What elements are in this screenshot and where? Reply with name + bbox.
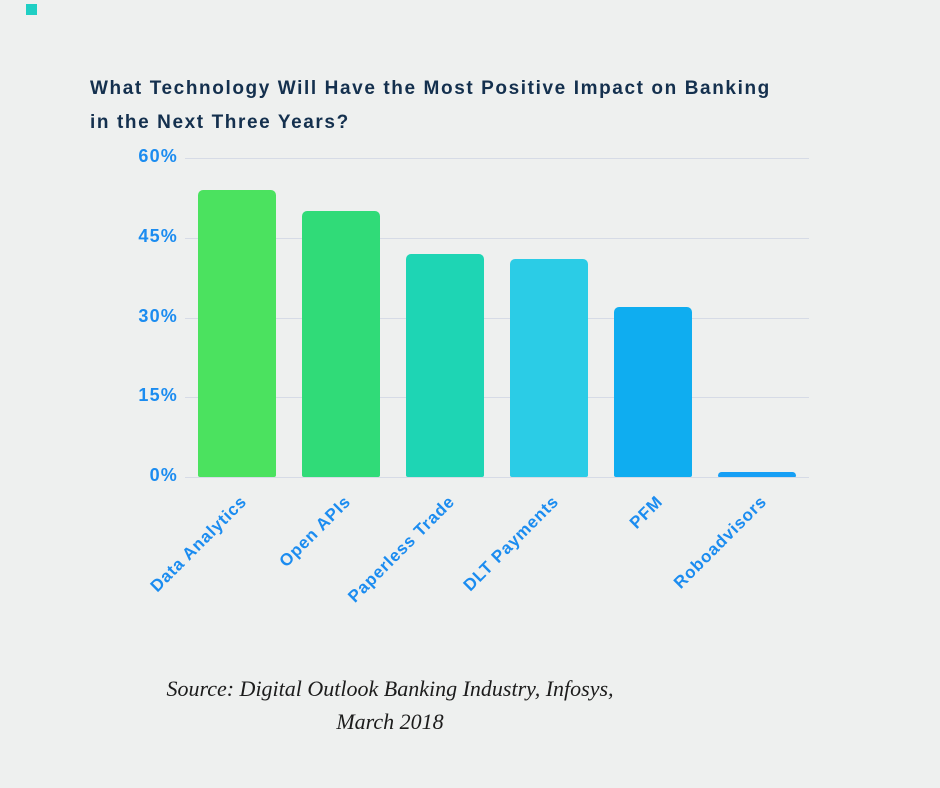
x-axis-label: Data Analytics: [146, 492, 251, 596]
y-tick-label: 60%: [138, 146, 178, 166]
chart-title: What Technology Will Have the Most Posit…: [90, 72, 900, 140]
source-caption: Source: Digital Outlook Banking Industry…: [105, 672, 675, 738]
y-tick-label: 45%: [138, 225, 178, 246]
x-axis-label: DLT Payments: [459, 492, 563, 595]
chart-title-line-1: What Technology Will Have the Most Posit…: [90, 78, 771, 99]
plot-area: [185, 158, 809, 478]
bar-series: [185, 158, 809, 477]
bar-pfm: [614, 306, 692, 477]
gridline: [185, 317, 809, 319]
x-axis-label: Paperless Trade: [344, 492, 459, 607]
x-axis-label: Roboadvisors: [670, 492, 771, 593]
bar-dlt-payments: [510, 259, 588, 477]
y-tick-label: 0%: [149, 465, 178, 485]
corner-mark: [26, 4, 37, 15]
source-line-1: Source: Digital Outlook Banking Industry…: [166, 676, 614, 701]
source-line-2: March 2018: [336, 709, 444, 734]
x-axis-label: Open APIs: [275, 492, 355, 571]
gridline: [185, 237, 809, 239]
bar-roboadvisors: [718, 471, 796, 477]
gridline: [185, 477, 809, 478]
gridlines: [185, 158, 809, 478]
bar-open-apis: [302, 211, 380, 477]
y-tick-label: 15%: [138, 385, 178, 406]
gridline: [185, 397, 809, 399]
bar-paperless-trade: [406, 253, 484, 477]
y-tick-label: 30%: [138, 305, 178, 326]
gridline: [185, 158, 809, 159]
bar-data-analytics: [198, 189, 276, 477]
chart-title-line-2: in the Next Three Years?: [90, 112, 350, 133]
x-axis-label: PFM: [625, 492, 667, 533]
